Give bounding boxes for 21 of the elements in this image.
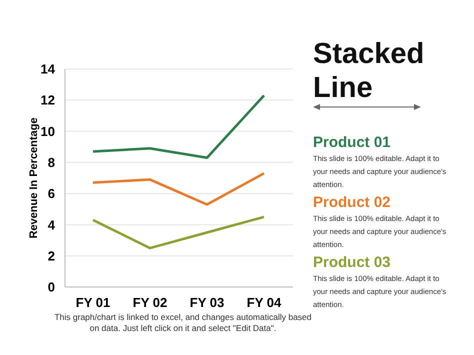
line-series [92, 216, 266, 250]
x-tick-label: FY 03 [190, 295, 224, 310]
text: This graph/chart is linked to excel, and changes automatically based on data. Just left click on it and select "Edit Data". [54, 312, 312, 333]
y-tick-label: 2 [48, 248, 55, 264]
y-tick-label: 12 [40, 92, 55, 108]
text: Product 01 [313, 134, 391, 151]
y-tick-label: 8 [48, 154, 55, 170]
x-tick-label: FY 02 [132, 295, 168, 310]
y-tick-label: 10 [40, 124, 55, 139]
y-tick-label: 0 [48, 280, 55, 295]
line-series [92, 172, 266, 206]
line-series [92, 94, 266, 160]
x-tick-label: FY 01 [76, 295, 110, 310]
text: Product 03 [313, 254, 391, 271]
text: Stacked Line [313, 38, 424, 104]
text: Product 02 [313, 194, 391, 211]
y-axis-title: Revenue In Percentage [28, 117, 40, 239]
y-tick-label: 6 [48, 186, 55, 202]
x-tick-label: FY 04 [246, 295, 282, 310]
y-tick-label: 14 [40, 62, 56, 77]
y-tick-label: 4 [48, 217, 56, 232]
